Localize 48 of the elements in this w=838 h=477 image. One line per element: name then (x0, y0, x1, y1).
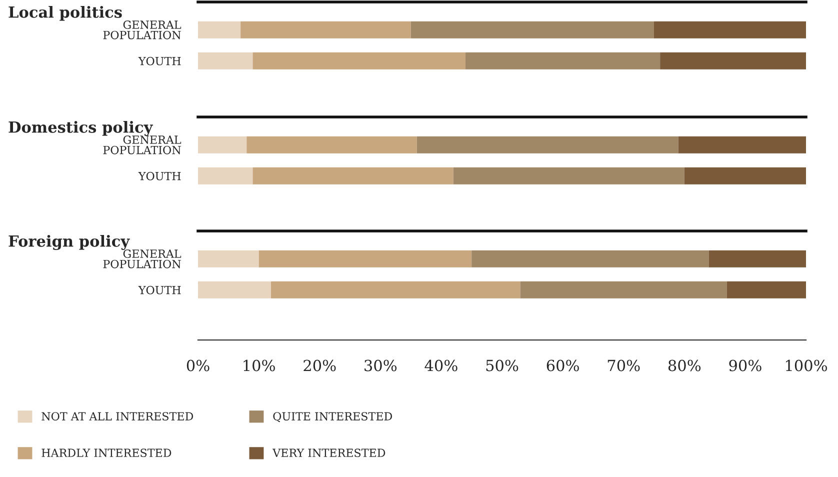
x-tick-label: 40% (424, 360, 458, 372)
x-tick-label: 0% (186, 360, 210, 372)
bar (520, 281, 727, 298)
legend-label: HARDLY INTERESTED (42, 448, 172, 458)
bar (410, 21, 654, 38)
text: Local politics (8, 6, 122, 21)
x-tick-label: 70% (608, 360, 640, 372)
bar (252, 52, 466, 70)
bar (246, 136, 417, 154)
bar (726, 281, 806, 298)
text: Foreign policy (8, 235, 130, 250)
y-tick-label: YOUTH (138, 172, 181, 180)
y-tick-label: GENERAL POPULATION (103, 136, 182, 154)
legend-label: QUITE INTERESTED (273, 412, 392, 422)
bar (252, 167, 454, 184)
x-tick-label: 60% (546, 360, 579, 372)
x-tick-label: 30% (364, 360, 397, 372)
x-tick-label: 100% (786, 360, 827, 372)
bar (198, 21, 241, 38)
x-tick-label: 80% (668, 360, 701, 372)
y-tick-label: GENERAL POPULATION (103, 250, 182, 268)
bar (684, 167, 806, 184)
bar (416, 136, 678, 154)
bar (466, 52, 660, 70)
bar (240, 21, 411, 38)
bar (258, 250, 472, 268)
bar (654, 21, 806, 38)
bar (198, 250, 259, 268)
legend-label: NOT AT ALL INTERESTED (42, 412, 194, 420)
bar (678, 136, 806, 154)
y-tick-label: YOUTH (138, 286, 181, 294)
bar (198, 167, 253, 184)
bar (198, 281, 271, 298)
legend-label: VERY INTERESTED (272, 448, 386, 458)
y-tick-label: GENERAL POPULATION (103, 20, 182, 40)
x-tick-label: 20% (304, 360, 336, 372)
chart-title: Domestics policy (8, 121, 154, 136)
bar (708, 250, 806, 268)
y-tick-label: YOUTH (138, 56, 181, 66)
bar (472, 250, 709, 268)
bar (198, 136, 247, 154)
bar (453, 167, 684, 184)
x-tick-label: 90% (729, 360, 762, 372)
bar (270, 281, 520, 298)
bar (198, 52, 253, 70)
x-tick-label: 10% (244, 360, 275, 372)
x-tick-label: 50% (486, 360, 518, 372)
bar (660, 52, 806, 70)
